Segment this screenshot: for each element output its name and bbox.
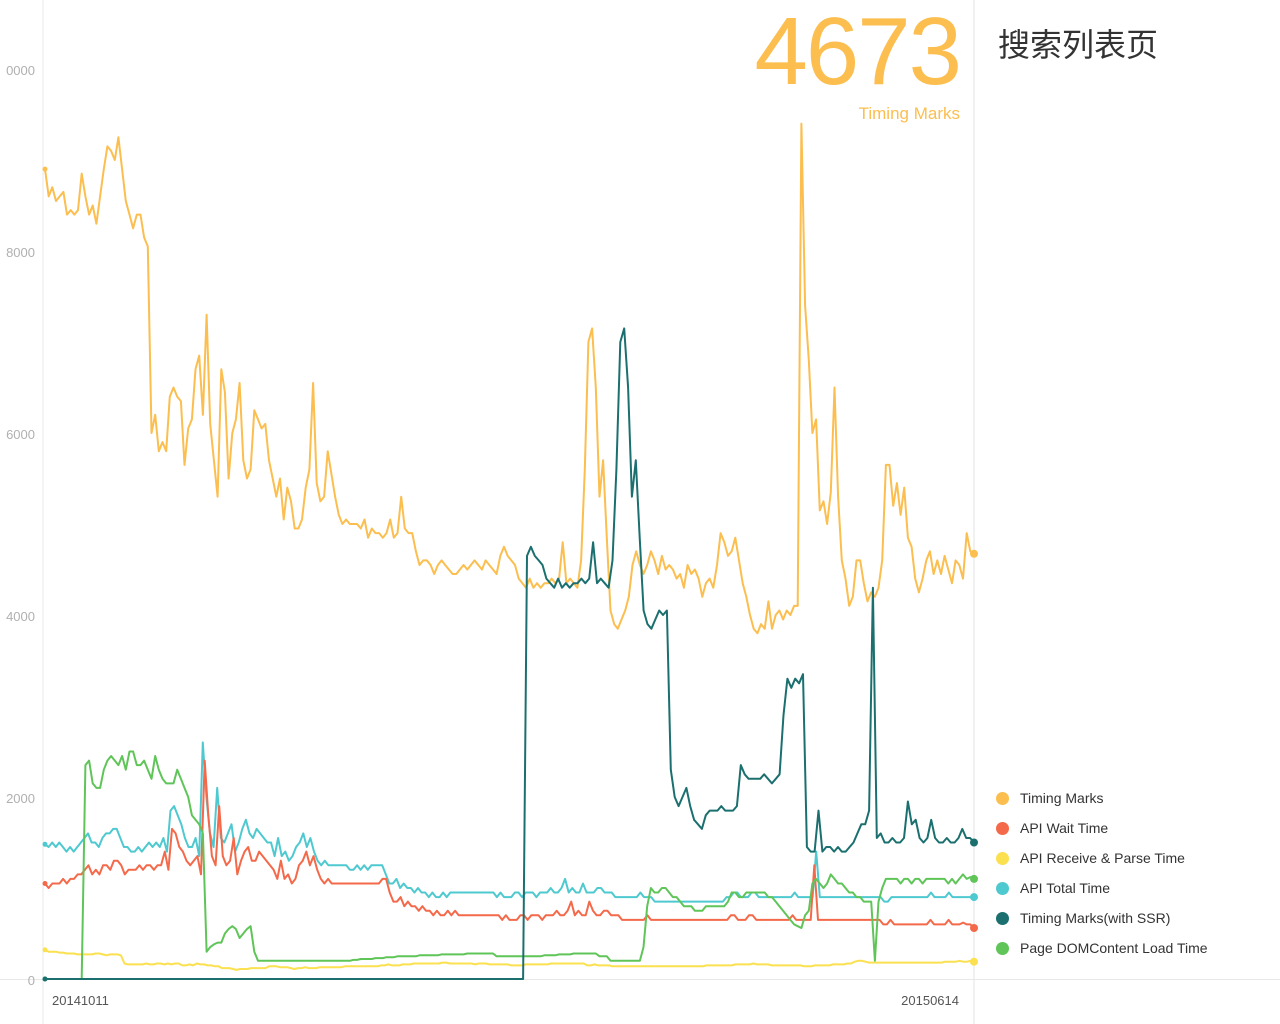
- series-end-point: [970, 924, 978, 932]
- series-line-page-domcontent-load-time: [45, 750, 975, 980]
- series-layer: [42, 122, 978, 982]
- legend-item[interactable]: Page DOMContent Load Time: [996, 933, 1208, 963]
- y-tick-label-0: 0: [28, 973, 35, 988]
- legend-label: API Receive & Parse Time: [1020, 850, 1185, 866]
- series-start-point: [42, 881, 48, 886]
- series-start-point: [42, 947, 48, 953]
- series-end-point: [970, 874, 978, 883]
- series-end-point: [970, 838, 978, 847]
- series-line-timing-marks-with-ssr-: [45, 327, 975, 980]
- legend-label: API Wait Time: [1020, 820, 1109, 836]
- y-tick-label-4000: 4000: [6, 609, 35, 624]
- legend-dot-icon: [996, 821, 1009, 835]
- headline-label: Timing Marks: [858, 104, 960, 123]
- y-tick-labels: 0 2000 4000 6000 8000 0000: [6, 63, 35, 988]
- series-end-point: [970, 957, 978, 966]
- series-end-point: [970, 549, 978, 558]
- x-tick-label-end: 20150614: [901, 993, 959, 1008]
- legend-item[interactable]: Timing Marks: [996, 783, 1208, 813]
- legend-dot-icon: [996, 791, 1009, 805]
- legend-item[interactable]: Timing Marks(with SSR): [996, 903, 1208, 933]
- legend-dot-icon: [996, 851, 1009, 865]
- legend: Timing Marks API Wait Time API Receive & P…: [996, 783, 1208, 963]
- legend-item[interactable]: API Wait Time: [996, 813, 1208, 843]
- series-end-point: [970, 893, 978, 902]
- series-start-point: [42, 841, 48, 847]
- x-tick-labels: 20141011 20150614: [52, 993, 959, 1008]
- legend-dot-icon: [996, 881, 1009, 895]
- y-tick-label-10000: 0000: [6, 63, 35, 78]
- legend-label: Timing Marks: [1020, 790, 1104, 806]
- y-tick-label-6000: 6000: [6, 427, 35, 442]
- legend-dot-icon: [996, 941, 1009, 955]
- page-title: 搜索列表页: [998, 26, 1159, 64]
- headline-value: 4673: [754, 0, 962, 105]
- legend-label: API Total Time: [1020, 880, 1111, 896]
- series-start-point: [42, 976, 48, 982]
- legend-label: Page DOMContent Load Time: [1020, 940, 1208, 956]
- y-tick-label-8000: 8000: [6, 245, 35, 260]
- legend-item[interactable]: API Receive & Parse Time: [996, 843, 1208, 873]
- y-tick-label-2000: 2000: [6, 791, 35, 806]
- legend-dot-icon: [996, 911, 1009, 925]
- series-line-api-total-time: [44, 741, 974, 903]
- legend-label: Timing Marks(with SSR): [1020, 910, 1171, 926]
- x-tick-label-start: 20141011: [52, 993, 109, 1008]
- series-line-api-receive-parse-time: [44, 949, 975, 971]
- series-start-point: [42, 166, 48, 172]
- series-line-api-wait-time: [44, 759, 975, 929]
- legend-item[interactable]: API Total Time: [996, 873, 1208, 903]
- series-line-timing-marks: [44, 122, 975, 635]
